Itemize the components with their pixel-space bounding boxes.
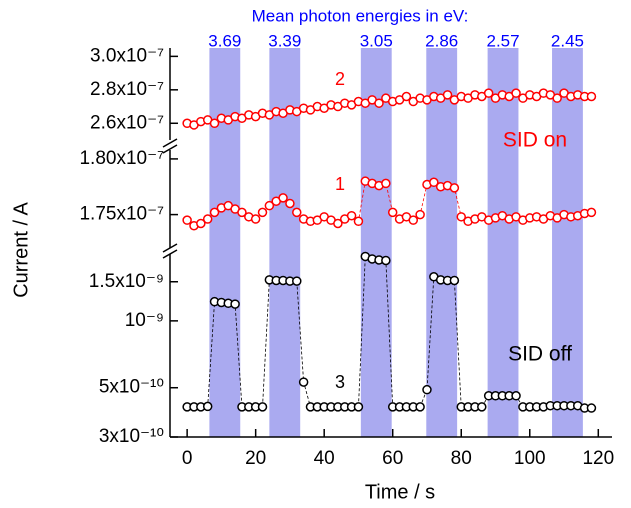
band-label: 3.69 xyxy=(208,31,241,50)
data-point xyxy=(586,403,597,413)
data-point xyxy=(477,402,487,412)
data-point xyxy=(292,276,302,286)
data-point xyxy=(387,207,398,218)
y-tick-label: 2.8x10⁻⁷ xyxy=(90,79,164,100)
data-point xyxy=(202,401,213,412)
x-tick-label: 100 xyxy=(514,448,546,469)
data-point xyxy=(511,88,521,98)
bands xyxy=(209,48,583,437)
data-point xyxy=(250,214,261,224)
x-tick-label: 20 xyxy=(245,448,266,469)
y-tick-label: 3.0x10⁻⁷ xyxy=(90,45,164,66)
x-tick-label: 40 xyxy=(314,448,335,469)
data-point xyxy=(415,402,425,412)
data-point xyxy=(586,207,597,218)
data-point xyxy=(196,218,206,229)
axis-break xyxy=(162,144,178,154)
data-point xyxy=(230,299,240,309)
band-label: 3.39 xyxy=(268,31,301,50)
y-axis-label: Current / A xyxy=(10,202,32,298)
y-tick-label: 3x10⁻¹⁰ xyxy=(99,426,164,447)
chart-title: Mean photon energies in eV: xyxy=(252,6,469,25)
y-tick-label: 10⁻⁹ xyxy=(125,310,164,331)
series-label: 1 xyxy=(335,174,345,194)
data-point xyxy=(449,183,460,193)
axis-break xyxy=(162,138,178,148)
data-point xyxy=(552,93,562,103)
x-tick-label: 120 xyxy=(582,448,614,469)
y-tick-label: 1.75x10⁻⁷ xyxy=(79,204,164,225)
data-point xyxy=(483,88,494,98)
data-point xyxy=(442,90,453,100)
data-point xyxy=(278,193,288,203)
data-point xyxy=(429,177,439,188)
photon-band xyxy=(360,48,392,437)
photon-band xyxy=(487,48,519,437)
photon-band xyxy=(552,48,583,437)
photon-band xyxy=(269,48,301,437)
band-label: 2.45 xyxy=(551,31,584,50)
data-point xyxy=(456,212,466,222)
data-point xyxy=(202,214,213,224)
data-point xyxy=(285,198,295,209)
series-label: 3 xyxy=(335,372,345,392)
y-tick-label: 1.80x10⁻⁷ xyxy=(79,148,164,169)
data-point xyxy=(237,207,247,218)
data-point xyxy=(257,402,268,412)
band-label: 2.57 xyxy=(486,31,519,50)
y-tick-label: 5x10⁻¹⁰ xyxy=(99,377,164,398)
band-label: 3.05 xyxy=(360,31,393,50)
data-point xyxy=(346,210,357,221)
data-point xyxy=(353,216,364,227)
annotation: SID off xyxy=(508,343,572,366)
data-point xyxy=(298,377,309,387)
data-point xyxy=(415,209,425,220)
data-point xyxy=(374,98,384,108)
x-tick-label: 60 xyxy=(382,448,403,469)
data-point xyxy=(408,215,419,225)
photon-band xyxy=(209,48,241,437)
data-point xyxy=(381,255,391,266)
band-label: 2.86 xyxy=(425,31,458,50)
y-tick-label: 1.5x10⁻⁹ xyxy=(89,271,164,292)
data-point xyxy=(422,384,432,395)
data-point xyxy=(209,118,220,129)
data-point xyxy=(586,91,597,102)
data-point xyxy=(381,178,391,189)
data-point xyxy=(292,207,302,218)
data-point xyxy=(511,391,521,401)
x-tick-label: 0 xyxy=(182,448,193,469)
data-point xyxy=(209,207,220,218)
data-point xyxy=(449,275,460,286)
data-point xyxy=(257,207,268,218)
series-label: 2 xyxy=(335,69,345,89)
axes xyxy=(162,48,612,438)
photon-band xyxy=(426,48,458,437)
data-point xyxy=(182,215,192,225)
data-point xyxy=(353,402,364,412)
y-tick-label: 2.6x10⁻⁷ xyxy=(90,112,164,133)
annotation: SID on xyxy=(503,129,567,152)
x-axis-label: Time / s xyxy=(365,481,435,503)
data-point xyxy=(264,200,275,211)
data-point xyxy=(401,91,412,102)
x-tick-label: 80 xyxy=(451,448,472,469)
data-point xyxy=(333,218,343,229)
